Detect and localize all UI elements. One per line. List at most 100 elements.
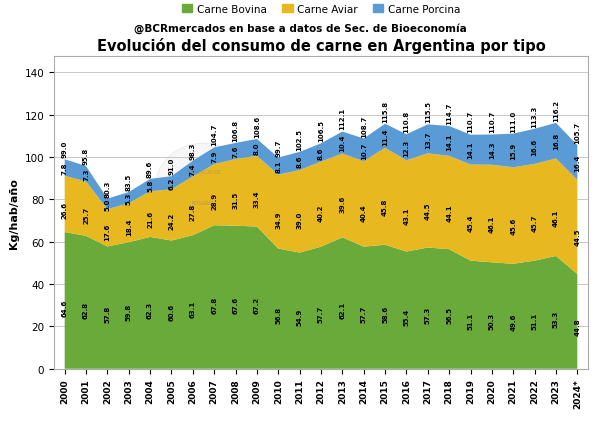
Text: 45.4: 45.4: [467, 214, 473, 231]
Text: 113.3: 113.3: [532, 105, 538, 128]
Text: 6.2: 6.2: [169, 177, 175, 189]
Legend: Carne Bovina, Carne Aviar, Carne Porcina: Carne Bovina, Carne Aviar, Carne Porcina: [178, 1, 464, 19]
Text: 8.0: 8.0: [254, 142, 260, 155]
Title: Evolución del consumo de carne en Argentina por tipo: Evolución del consumo de carne en Argent…: [97, 38, 545, 54]
Text: 55.4: 55.4: [403, 308, 409, 325]
Text: 44.8: 44.8: [574, 318, 580, 335]
Text: 95.8: 95.8: [83, 147, 89, 164]
Text: 40.4: 40.4: [361, 204, 367, 222]
Text: 108.6: 108.6: [254, 115, 260, 138]
Text: 17.6: 17.6: [104, 224, 110, 240]
Text: 64.6: 64.6: [62, 299, 68, 316]
Text: @BCRmercados en base a datos de Sec. de Bioeconomía: @BCRmercados en base a datos de Sec. de …: [134, 23, 466, 33]
Text: 111.0: 111.0: [510, 110, 516, 132]
Text: 13.7: 13.7: [425, 131, 431, 148]
Text: ROSARIO: ROSARIO: [192, 201, 215, 206]
Text: 110.7: 110.7: [489, 111, 495, 133]
Text: 106.8: 106.8: [233, 119, 239, 141]
Text: 39.0: 39.0: [296, 211, 302, 229]
Text: 63.1: 63.1: [190, 300, 196, 318]
Text: 99.0: 99.0: [62, 141, 68, 158]
Text: 57.8: 57.8: [104, 306, 110, 322]
Text: 46.1: 46.1: [489, 215, 495, 233]
Text: 62.1: 62.1: [340, 301, 346, 319]
Text: 45.6: 45.6: [510, 217, 516, 234]
Text: 60.6: 60.6: [169, 303, 175, 320]
Text: 57.7: 57.7: [318, 306, 324, 323]
Text: 51.1: 51.1: [532, 312, 538, 329]
Text: 10.4: 10.4: [340, 135, 346, 152]
Text: 7.8: 7.8: [62, 162, 68, 174]
Text: 8.1: 8.1: [275, 161, 281, 173]
Text: 14.3: 14.3: [489, 141, 495, 159]
Text: 27.8: 27.8: [190, 204, 196, 221]
Text: 15.9: 15.9: [510, 142, 516, 160]
Text: 16.4: 16.4: [574, 155, 580, 172]
Text: 46.1: 46.1: [553, 209, 559, 226]
Text: 5.8: 5.8: [147, 180, 153, 192]
Text: 67.2: 67.2: [254, 296, 260, 314]
Text: 110.7: 110.7: [467, 111, 473, 133]
Text: 83.5: 83.5: [126, 173, 132, 191]
Text: 67.8: 67.8: [211, 296, 217, 313]
Text: 57.7: 57.7: [361, 306, 367, 323]
Text: 62.3: 62.3: [147, 301, 153, 318]
Text: 50.3: 50.3: [489, 312, 495, 330]
Text: 89.6: 89.6: [147, 161, 153, 178]
Text: 98.3: 98.3: [190, 142, 196, 159]
Text: 7.9: 7.9: [211, 150, 217, 163]
Text: 114.7: 114.7: [446, 102, 452, 125]
Text: 26.6: 26.6: [62, 201, 68, 219]
Text: 14.1: 14.1: [446, 133, 452, 150]
Text: 59.8: 59.8: [126, 303, 132, 321]
Text: 31.5: 31.5: [233, 191, 239, 208]
Text: 106.5: 106.5: [318, 120, 324, 142]
Y-axis label: Kg/hab/año: Kg/hab/año: [9, 178, 19, 248]
Text: 16.8: 16.8: [553, 133, 559, 150]
Text: 25.7: 25.7: [83, 206, 89, 223]
Text: 8.6: 8.6: [318, 147, 324, 159]
Text: 99.7: 99.7: [275, 139, 281, 156]
Text: 7.6: 7.6: [233, 145, 239, 158]
Text: 45.8: 45.8: [382, 198, 388, 215]
Text: 105.7: 105.7: [574, 122, 580, 144]
Text: COMERCIO DE: COMERCIO DE: [186, 170, 221, 174]
Text: 54.9: 54.9: [296, 308, 302, 326]
Text: 44.5: 44.5: [574, 228, 580, 246]
Text: 7.3: 7.3: [83, 168, 89, 181]
Text: 112.1: 112.1: [340, 108, 346, 130]
Text: 102.5: 102.5: [296, 128, 302, 150]
Text: 104.7: 104.7: [211, 123, 217, 146]
Text: 28.9: 28.9: [211, 193, 217, 210]
Text: 10.7: 10.7: [361, 142, 367, 159]
Text: 14.1: 14.1: [467, 141, 473, 159]
Text: 18.4: 18.4: [126, 218, 132, 236]
Text: 12.3: 12.3: [403, 139, 409, 157]
Text: 58.6: 58.6: [382, 305, 388, 322]
Text: 24.2: 24.2: [169, 212, 175, 229]
Text: 108.7: 108.7: [361, 115, 367, 137]
Text: 39.6: 39.6: [340, 196, 346, 213]
Text: 43.1: 43.1: [403, 207, 409, 224]
Text: 67.6: 67.6: [233, 296, 239, 313]
Text: 5.3: 5.3: [126, 192, 132, 204]
Text: 110.8: 110.8: [403, 111, 409, 133]
Text: 33.4: 33.4: [254, 190, 260, 207]
Text: 40.2: 40.2: [318, 204, 324, 222]
Text: 53.3: 53.3: [553, 309, 559, 327]
Ellipse shape: [155, 144, 251, 231]
Text: 34.9: 34.9: [275, 211, 281, 228]
Text: 91.0: 91.0: [169, 157, 175, 174]
Text: 7.4: 7.4: [190, 163, 196, 175]
Text: 21.6: 21.6: [147, 210, 153, 228]
Text: 16.6: 16.6: [532, 138, 538, 155]
Text: 80.3: 80.3: [104, 180, 110, 197]
Text: 5.0: 5.0: [104, 198, 110, 210]
Text: 44.5: 44.5: [425, 202, 431, 219]
Text: 49.6: 49.6: [510, 313, 516, 330]
Text: 11.4: 11.4: [382, 128, 388, 145]
Text: 62.8: 62.8: [83, 301, 89, 318]
Text: 44.1: 44.1: [446, 204, 452, 221]
Text: 8.6: 8.6: [296, 155, 302, 168]
Text: 115.8: 115.8: [382, 100, 388, 122]
